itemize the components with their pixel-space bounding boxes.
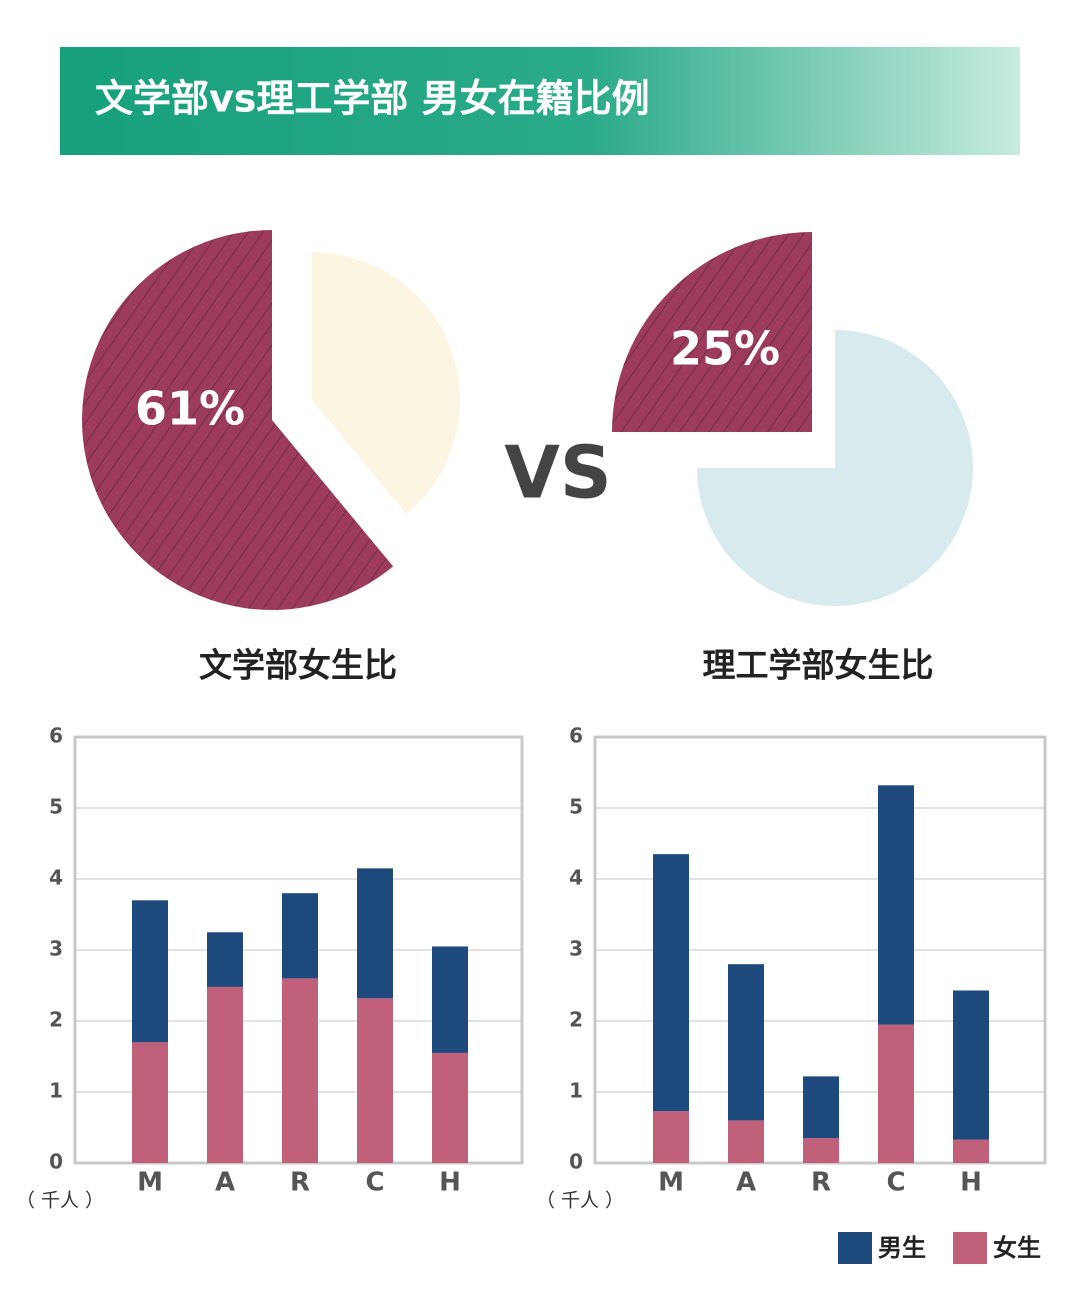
- bar-segment: [803, 1076, 839, 1139]
- title-banner: [60, 47, 1020, 155]
- bar-segment: [132, 1042, 168, 1163]
- data-label: 25%: [670, 322, 780, 376]
- bar-segment: [728, 1120, 764, 1163]
- x-tick-label: M: [658, 1168, 684, 1198]
- slice-texture: [82, 230, 394, 610]
- y-tick-label: 2: [49, 1008, 63, 1032]
- bar-segment: [207, 932, 243, 987]
- pie-slice: [697, 330, 973, 606]
- legend-swatch: [838, 1232, 872, 1264]
- x-tick-label: M: [137, 1168, 163, 1198]
- bar-segment: [953, 990, 989, 1140]
- bar-segment: [432, 1052, 468, 1163]
- bar-segment: [878, 785, 914, 1025]
- bar-segment: [878, 1024, 914, 1163]
- data-label: 61%: [135, 382, 245, 436]
- legend-label: 女生: [993, 1234, 1041, 1262]
- bar-segment: [653, 854, 689, 1112]
- bar-segment: [357, 998, 393, 1163]
- y-tick-label: 5: [569, 795, 583, 819]
- bar-segment: [953, 1139, 989, 1163]
- y-tick-label: 1: [49, 1079, 63, 1103]
- chart-title: 文学部女生比: [199, 646, 397, 685]
- bar-segment: [653, 1111, 689, 1163]
- pie-slice: [312, 252, 460, 515]
- x-tick-label: R: [290, 1168, 310, 1198]
- bar-segment: [728, 964, 764, 1121]
- y-tick-label: 4: [49, 866, 63, 890]
- y-tick-label: 3: [49, 937, 63, 961]
- y-tick-label: 2: [569, 1008, 583, 1032]
- slice-texture: [612, 232, 812, 432]
- legend-swatch: [953, 1232, 987, 1264]
- bar-segment: [282, 978, 318, 1163]
- vs-label: VS: [504, 431, 612, 515]
- y-tick-label: 0: [49, 1150, 63, 1174]
- x-tick-label: C: [365, 1168, 384, 1198]
- y-axis-unit: （ 千人 ）: [16, 1190, 104, 1212]
- y-tick-label: 0: [569, 1150, 583, 1174]
- title: 文学部vs理工学部 男女在籍比例: [95, 77, 650, 121]
- x-tick-label: A: [736, 1168, 756, 1198]
- bar-segment: [357, 868, 393, 999]
- x-tick-label: H: [439, 1168, 461, 1198]
- bar-segment: [803, 1138, 839, 1163]
- y-axis-unit: （ 千人 ）: [536, 1190, 624, 1212]
- bar-segment: [207, 986, 243, 1163]
- bar-segment: [282, 893, 318, 979]
- legend-label: 男生: [878, 1234, 926, 1262]
- x-tick-label: R: [811, 1168, 831, 1198]
- x-tick-label: H: [960, 1168, 982, 1198]
- bar-segment: [132, 900, 168, 1043]
- y-tick-label: 6: [569, 724, 583, 748]
- chart-title: 理工学部女生比: [703, 646, 934, 685]
- y-tick-label: 1: [569, 1079, 583, 1103]
- x-tick-label: A: [215, 1168, 235, 1198]
- x-tick-label: C: [886, 1168, 905, 1198]
- y-tick-label: 4: [569, 866, 583, 890]
- bar-segment: [432, 946, 468, 1053]
- y-tick-label: 5: [49, 795, 63, 819]
- y-tick-label: 6: [49, 724, 63, 748]
- y-tick-label: 3: [569, 937, 583, 961]
